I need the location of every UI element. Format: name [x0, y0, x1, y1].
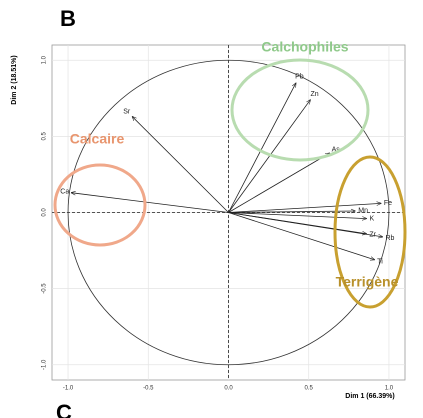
y-tick-label: 1.0 [42, 55, 48, 64]
x-tick-label: 0.0 [224, 386, 233, 392]
variable-label: Pb [295, 74, 304, 81]
loading-arrow [228, 83, 296, 213]
variable-label: Ti [377, 259, 383, 266]
x-tick-label: 1.0 [385, 386, 394, 392]
variable-label: Rb [385, 235, 394, 242]
loading-arrow [71, 193, 229, 213]
loading-arrow [132, 117, 229, 213]
y-tick-label: -0.5 [42, 283, 48, 294]
loading-arrow [228, 153, 330, 213]
group-ellipse [333, 155, 407, 309]
group-label: Terrigène [336, 274, 399, 290]
y-axis-title: Dim 2 (18.51%) [11, 55, 18, 104]
correlation-circle [67, 59, 390, 366]
x-axis-title: Dim 1 (66.39%) [345, 393, 394, 400]
loading-arrow [228, 203, 381, 213]
variable-label: Ca [60, 189, 69, 196]
group-ellipse [53, 163, 147, 247]
variable-label: Zn [310, 91, 318, 98]
group-label: Calcaire [70, 131, 125, 147]
loading-arrow [228, 212, 375, 260]
variable-label: Mn [358, 208, 368, 215]
loading-arrow [228, 212, 383, 237]
panel-label: C [56, 400, 72, 418]
loading-arrow [228, 212, 367, 219]
x-tick-label: 0.5 [305, 386, 314, 392]
variable-label: Fe [384, 200, 392, 207]
loading-arrow [228, 211, 356, 213]
x-tick-label: -1.0 [63, 386, 74, 392]
group-ellipse [230, 58, 370, 162]
variable-label: As [332, 146, 341, 153]
y-tick-label: 0.0 [42, 208, 48, 217]
panel-label: B [60, 6, 76, 31]
y-tick-label: 0.5 [42, 132, 48, 141]
variable-label: Sr [123, 108, 131, 115]
y-tick-label: -1.0 [42, 359, 48, 370]
group-label: Calchophiles [261, 39, 348, 55]
x-tick-label: -0.5 [143, 386, 154, 392]
variable-label: K [369, 216, 374, 223]
